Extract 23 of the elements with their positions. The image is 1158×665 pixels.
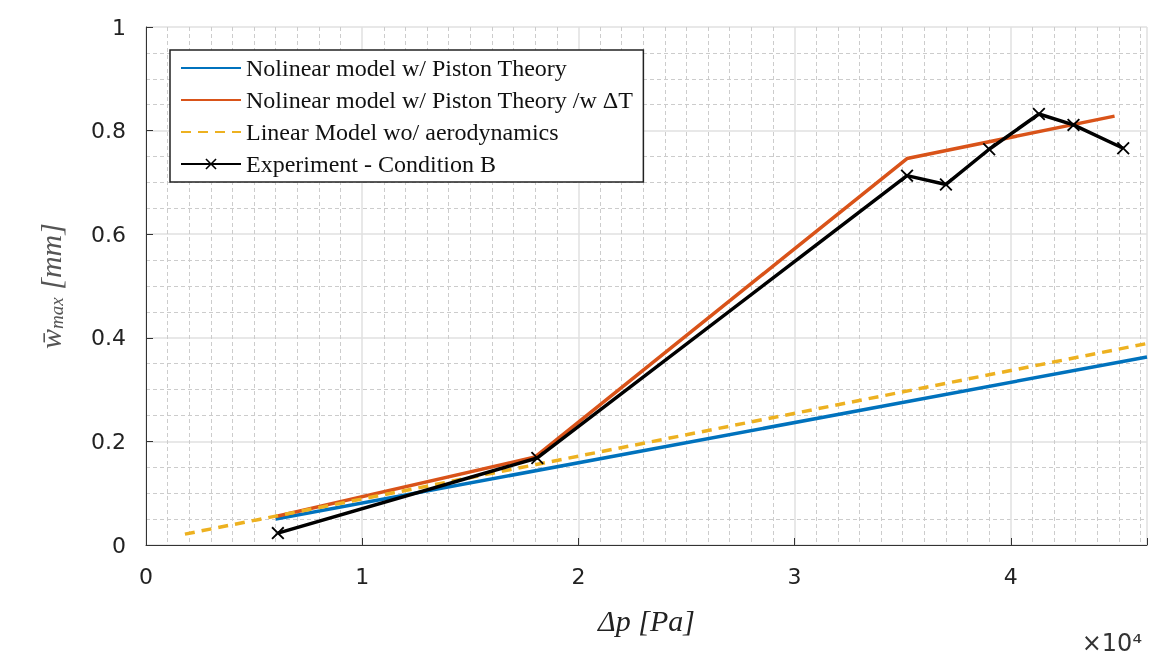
x-tick-label: 4: [1003, 563, 1018, 589]
y-tick-label: 0.4: [91, 325, 126, 351]
legend-label: Linear Model wo/ aerodynamics: [246, 119, 559, 145]
point: [530, 451, 544, 465]
y-tick-label: 0.8: [91, 118, 126, 144]
y-axis-title: w̄max [mm]: [34, 223, 67, 349]
x-tick-label: 0: [139, 563, 153, 589]
point: [271, 526, 285, 540]
legend-label: Nolinear model w/ Piston Theory /w ΔT: [246, 87, 634, 113]
x-tick-label: 1: [355, 563, 370, 589]
point: [1032, 107, 1046, 121]
text: ×10⁴: [1081, 629, 1143, 657]
legend-label: Experiment - Condition B: [246, 151, 496, 177]
point: [982, 142, 996, 156]
y-tick-label: 0: [112, 532, 126, 558]
x-axis-title: Δp [Pa]: [597, 603, 695, 637]
y-tick-label: 0.2: [91, 428, 126, 454]
legend-label: Nolinear model w/ Piston Theory: [246, 55, 567, 81]
y-tick-label: 0.6: [91, 221, 126, 247]
y-tick-label: 1: [112, 14, 126, 40]
x-tick-label: 3: [787, 563, 802, 589]
point: [1116, 141, 1130, 155]
x-tick-label: 2: [571, 563, 586, 589]
